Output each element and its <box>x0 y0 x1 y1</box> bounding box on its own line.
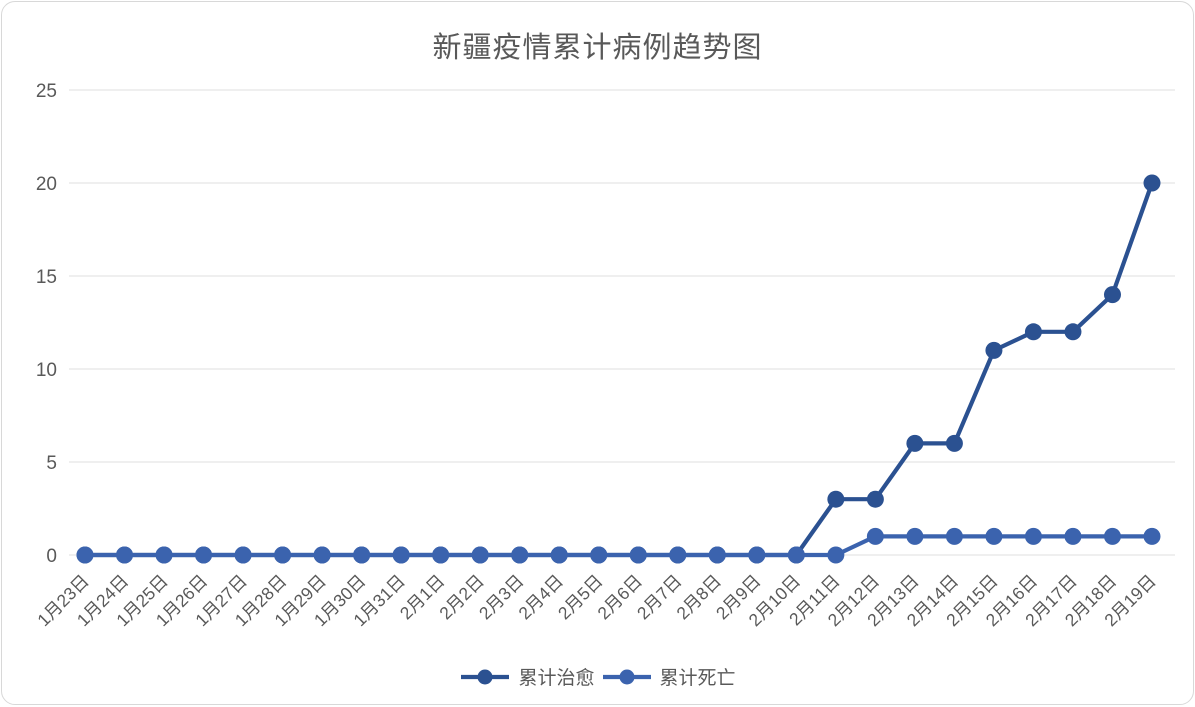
data-point-cumulative-cured <box>945 434 963 452</box>
series-line-cumulative-deaths <box>82 534 1155 558</box>
data-point-cumulative-deaths <box>1103 527 1121 545</box>
data-point-cumulative-cured <box>1064 323 1082 341</box>
y-axis-tick-label: 0 <box>46 546 57 567</box>
data-point-cumulative-deaths <box>550 546 568 564</box>
data-point-cumulative-deaths <box>629 546 647 564</box>
data-point-cumulative-deaths <box>866 527 884 545</box>
data-point-cumulative-cured <box>827 490 845 508</box>
data-point-cumulative-cured <box>906 434 924 452</box>
data-point-cumulative-deaths <box>1143 527 1161 545</box>
data-point-cumulative-deaths <box>945 527 963 545</box>
legend-marker-cumulative-cured <box>461 669 510 684</box>
data-point-cumulative-deaths <box>195 546 213 564</box>
data-point-cumulative-deaths <box>906 527 924 545</box>
legend-item-cumulative-deaths[interactable]: 累计死亡 <box>601 663 736 690</box>
data-point-cumulative-cured <box>1024 323 1042 341</box>
data-point-cumulative-deaths <box>234 546 252 564</box>
chart-title: 新疆疫情累计病例趋势图 <box>432 32 763 64</box>
y-axis-tick-label: 10 <box>36 360 57 381</box>
legend-label-cumulative-cured: 累计治愈 <box>518 668 595 689</box>
data-point-cumulative-deaths <box>313 546 331 564</box>
y-axis-tick-label: 25 <box>36 81 57 102</box>
data-point-cumulative-deaths <box>511 546 529 564</box>
data-point-cumulative-deaths <box>787 546 805 564</box>
data-point-cumulative-deaths <box>392 546 410 564</box>
data-point-cumulative-cured <box>1143 174 1161 192</box>
data-point-cumulative-deaths <box>353 546 371 564</box>
y-axis-tick-label: 20 <box>36 174 57 195</box>
data-point-cumulative-deaths <box>76 546 94 564</box>
y-axis-tick-label: 5 <box>46 453 57 474</box>
data-point-cumulative-deaths <box>155 546 173 564</box>
legend-marker-cumulative-deaths <box>602 669 651 684</box>
data-point-cumulative-deaths <box>471 546 489 564</box>
data-point-cumulative-deaths <box>748 546 766 564</box>
data-point-cumulative-deaths <box>827 546 845 564</box>
data-point-cumulative-deaths <box>274 546 292 564</box>
data-point-cumulative-cured <box>866 490 884 508</box>
data-point-cumulative-cured <box>1103 286 1121 304</box>
data-point-cumulative-deaths <box>669 546 687 564</box>
data-point-cumulative-deaths <box>1064 527 1082 545</box>
legend-item-cumulative-cured[interactable]: 累计治愈 <box>459 663 595 690</box>
data-point-cumulative-deaths <box>116 546 134 564</box>
data-point-cumulative-deaths <box>590 546 608 564</box>
data-point-cumulative-deaths <box>708 546 726 564</box>
data-point-cumulative-deaths <box>432 546 450 564</box>
legend-label-cumulative-deaths: 累计死亡 <box>659 668 736 689</box>
data-point-cumulative-cured <box>985 341 1003 359</box>
legend: 累计治愈 累计死亡 <box>2 663 1193 690</box>
data-point-cumulative-deaths <box>1024 527 1042 545</box>
y-axis-tick-label: 15 <box>36 267 57 288</box>
data-point-cumulative-deaths <box>985 527 1003 545</box>
